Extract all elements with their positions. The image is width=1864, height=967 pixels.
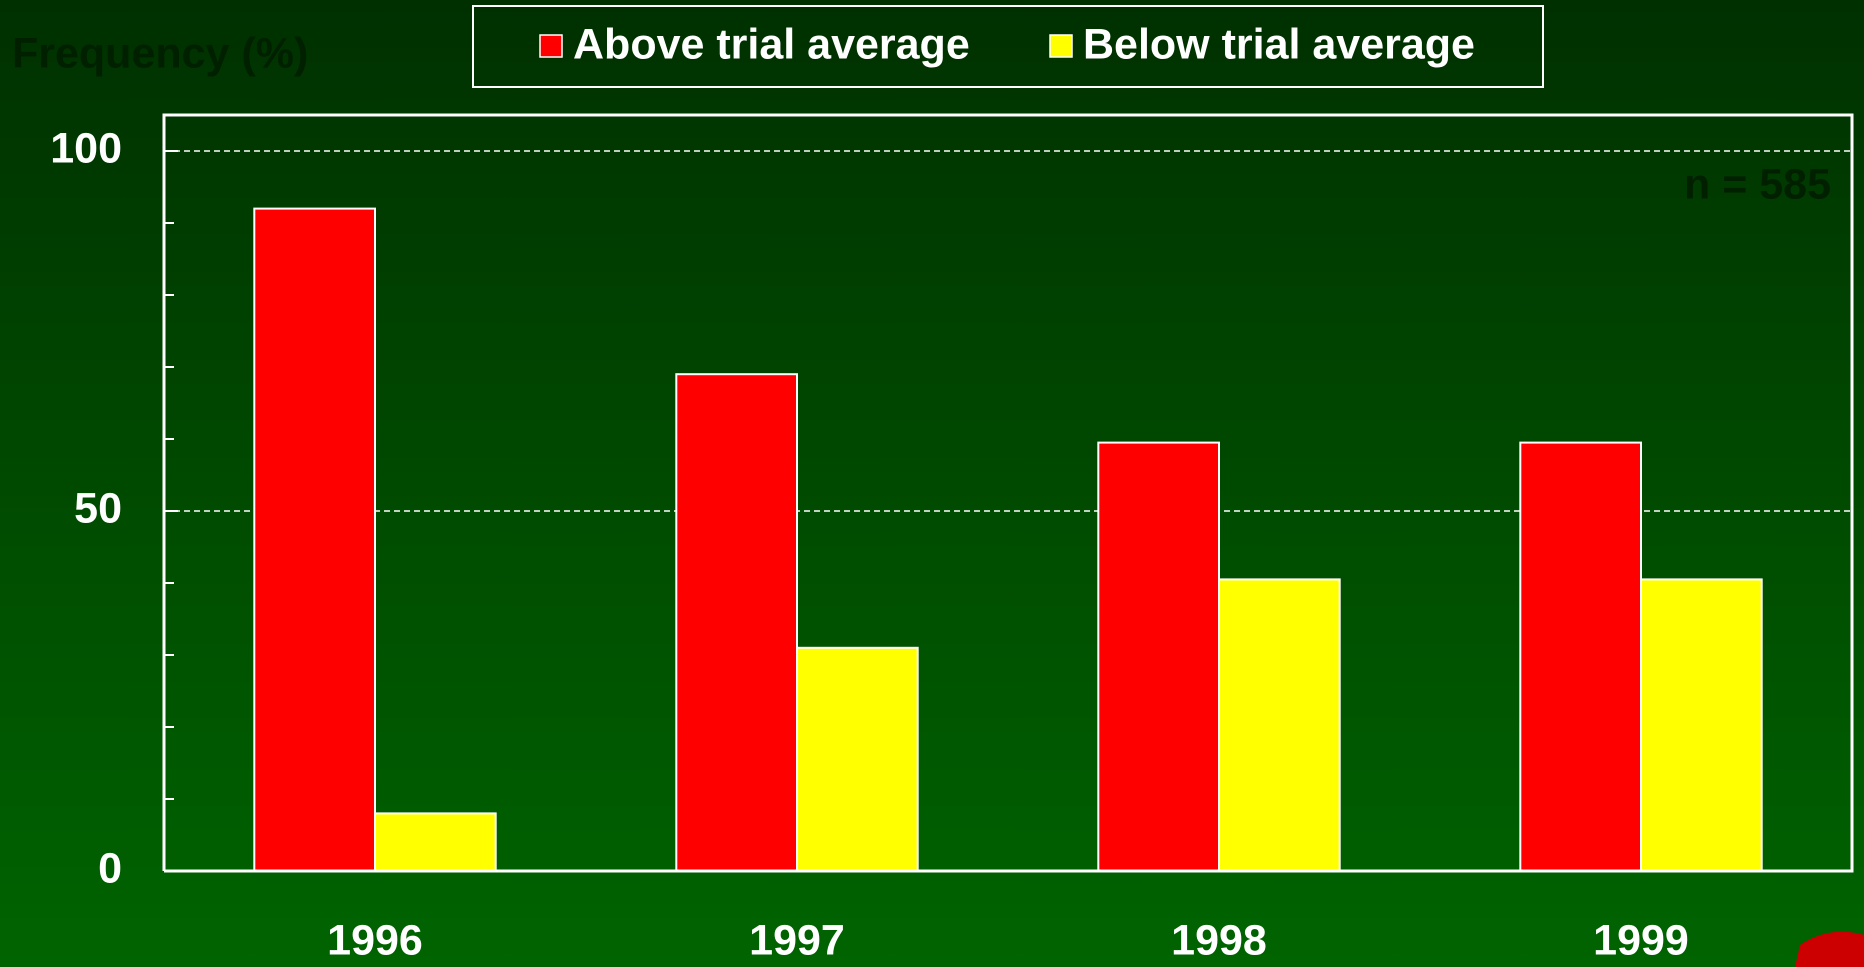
legend-box [472, 5, 1544, 88]
bar [796, 646, 919, 872]
axis-frame [162, 113, 1854, 873]
legend-swatch [1049, 34, 1073, 58]
decoration [1795, 931, 1864, 967]
x-tick-label: 1998 [1171, 916, 1267, 964]
y-tick-label: 100 [50, 124, 122, 172]
x-tick-label: 1996 [327, 916, 423, 964]
legend-label: Above trial average [573, 20, 970, 68]
legend-swatch [539, 34, 563, 58]
bar [675, 373, 798, 872]
bar [1519, 441, 1642, 872]
y-tick-label: 50 [74, 484, 122, 532]
bar [1218, 578, 1341, 873]
x-tick-label: 1999 [1593, 916, 1689, 964]
bar [253, 207, 376, 873]
axis-title: Frequency (%) [12, 29, 308, 77]
annotation: n = 585 [1684, 160, 1831, 208]
legend-label: Below trial average [1083, 20, 1475, 68]
y-tick-label: 0 [98, 844, 122, 892]
x-tick-label: 1997 [749, 916, 845, 964]
bar [1640, 578, 1763, 873]
bar [374, 812, 497, 873]
bar [1097, 441, 1220, 872]
